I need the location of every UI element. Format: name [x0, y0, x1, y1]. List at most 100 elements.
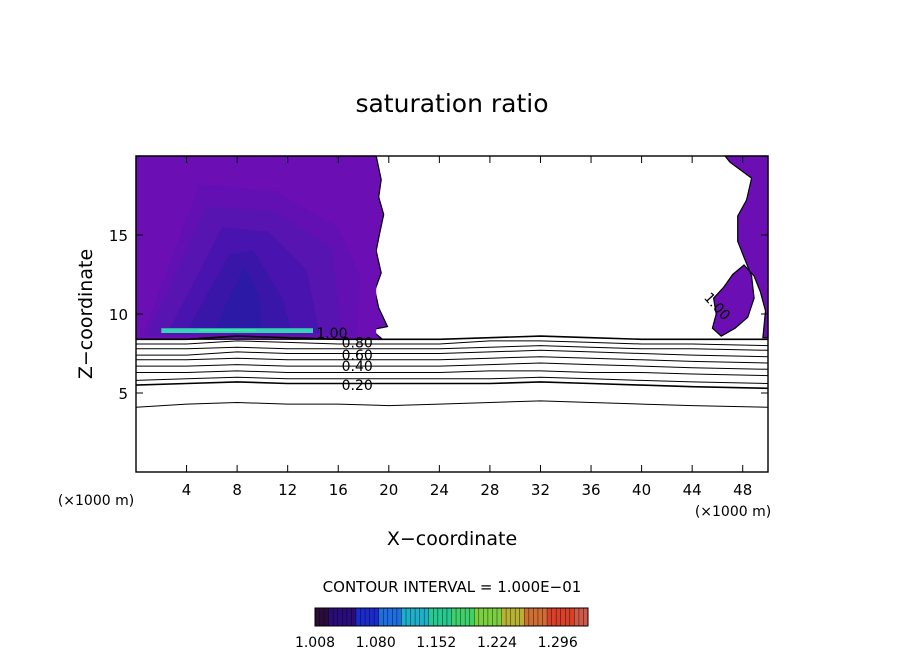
colorbar-cell-54	[556, 608, 561, 626]
colorbar-cell-24	[419, 608, 425, 626]
colorbar-cell-11	[360, 608, 366, 626]
x-tick-label-10: 40	[632, 481, 651, 499]
colorbar-cell-44	[510, 608, 516, 626]
colorbar-cell-50	[537, 608, 543, 626]
contour-label-5: 0.20	[342, 378, 373, 394]
colorbar-cell-45	[515, 608, 521, 626]
contour-line-2	[136, 340, 769, 347]
y-unit-label: (×1000 m)	[58, 493, 134, 509]
x-tick-label-5: 20	[379, 481, 398, 499]
x-tick-label-2: 8	[232, 481, 242, 499]
colorbar-tick-label-5: 1.296	[538, 635, 578, 651]
plot-area: 1.000.800.600.400.201.00 4 8 12 16 20 24 28 32 3…	[109, 155, 769, 499]
y-tick-label-2: 10	[109, 306, 128, 324]
colorbar-cell-26	[428, 608, 434, 626]
x-tick-label-11: 44	[683, 481, 702, 499]
colorbar-cell-36	[474, 608, 480, 626]
colorbar-tick-labels: 1.008 1.080 1.152 1.224 1.296	[295, 635, 578, 651]
colorbar-cell-57	[569, 608, 575, 626]
x-tick-label-1: 4	[182, 481, 192, 499]
colorbar-cell-16	[383, 608, 389, 626]
colorbar-tick-label-1: 1.008	[295, 635, 335, 651]
colorbar-cell-47	[524, 608, 530, 626]
contour-line-6	[136, 362, 769, 370]
colorbar-cell-15	[378, 608, 384, 626]
contour-line-9	[135, 381, 769, 390]
colorbar-tick-label-2: 1.080	[356, 635, 396, 651]
y-tick-label-1: 5	[118, 385, 128, 403]
colorbar-cell-37	[478, 608, 484, 626]
x-tick-label-7: 28	[480, 481, 499, 499]
x-tick-label-3: 12	[278, 481, 297, 499]
contour-label-4: 0.40	[342, 359, 373, 375]
x-tick-label-12: 48	[733, 481, 752, 499]
colorbar-cell-38	[483, 608, 489, 626]
colorbar-cell-49	[533, 608, 539, 626]
colorbar-cell-18	[392, 608, 398, 626]
supersaturated-region-2	[711, 155, 769, 339]
colorbar-cell-58	[574, 608, 580, 626]
contour-lines	[135, 335, 769, 408]
x-tick-label-8: 32	[531, 481, 550, 499]
contour-line-10	[135, 400, 769, 408]
contour-line-4	[136, 349, 769, 358]
colorbar-cell-33	[460, 608, 466, 626]
colorbar-cell-13	[369, 608, 375, 626]
colorbar-frame	[314, 607, 589, 627]
y-tick-label-3: 15	[109, 227, 128, 245]
colorbar-cell-31	[451, 608, 457, 626]
colorbar-cell-46	[519, 608, 525, 626]
x-tick-label-6: 24	[430, 481, 449, 499]
contour-label-3: 0.60	[342, 348, 373, 364]
contour-line-8	[135, 376, 769, 384]
contour-line-1	[136, 335, 768, 341]
contour-label-1: 1.00	[316, 326, 347, 342]
x-unit-label: (×1000 m)	[695, 504, 771, 520]
colorbar-cell-25	[424, 608, 430, 626]
colorbar-cell-21	[406, 608, 411, 626]
colorbar-tick-label-4: 1.224	[477, 635, 517, 651]
contour-label-2: 0.80	[342, 335, 373, 351]
filled-contour-regions	[135, 155, 769, 340]
colorbar-cell-9	[351, 608, 357, 626]
contour-line-5	[136, 356, 769, 364]
colorbar-cell-2	[319, 608, 325, 626]
colorbar-cell-42	[501, 608, 507, 626]
colorbar-cell-53	[551, 608, 557, 626]
colorbar-cell-1	[315, 608, 320, 626]
fill-level-6	[214, 266, 264, 332]
fill-level-8	[199, 329, 257, 331]
colorbar-cell-27	[433, 608, 439, 626]
colorbar-cell-12	[365, 608, 370, 626]
colorbar-cell-7	[342, 608, 348, 626]
colorbar-cell-41	[497, 608, 502, 626]
colorbar-cell-14	[374, 608, 379, 626]
colorbar-cell-28	[437, 608, 443, 626]
colorbar-cell-4	[328, 608, 334, 626]
colorbar-cell-60	[583, 608, 589, 626]
colorbar: 1.008 1.080 1.152 1.224 1.296	[295, 607, 589, 651]
colorbar-cell-43	[506, 608, 511, 626]
colorbar-cell-30	[446, 608, 452, 626]
chart-title: saturation ratio	[355, 89, 548, 118]
colorbar-cell-23	[415, 608, 420, 626]
contour-line-7	[136, 370, 769, 377]
colorbar-cell-3	[324, 608, 329, 626]
colorbar-cell-10	[355, 608, 361, 626]
contour-interval-label: CONTOUR INTERVAL = 1.000E−01	[323, 578, 582, 596]
x-tick-label-4: 16	[329, 481, 348, 499]
colorbar-cell-19	[396, 608, 402, 626]
colorbar-cell-6	[337, 608, 343, 626]
colorbar-cell-29	[442, 608, 448, 626]
y-axis-title: Z−coordinate	[75, 249, 97, 379]
contour-line-3	[136, 345, 769, 351]
colorbar-cell-52	[547, 608, 552, 626]
colorbar-cell-51	[542, 608, 548, 626]
colorbar-cell-32	[456, 608, 461, 626]
colorbar-cell-39	[487, 608, 493, 626]
colorbar-cell-40	[492, 608, 498, 626]
colorbar-tick-label-3: 1.152	[416, 635, 456, 651]
x-tick-label-9: 36	[581, 481, 600, 499]
colorbar-cell-34	[465, 608, 470, 626]
